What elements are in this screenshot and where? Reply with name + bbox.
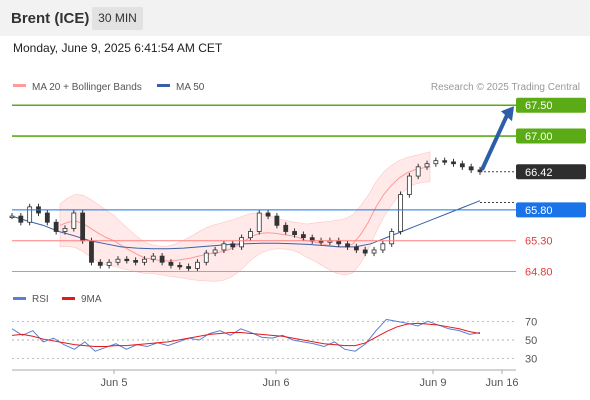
candle-body	[177, 264, 183, 268]
level-tag-67.00	[516, 128, 586, 144]
candle-body	[265, 212, 271, 217]
candle-body	[433, 160, 439, 165]
candle-body	[124, 258, 130, 262]
candle-body	[150, 255, 156, 260]
x-tick-Jun-6: Jun 6	[263, 377, 290, 389]
legend-swatch-1	[157, 84, 170, 87]
x-tick-Jun-16: Jun 16	[485, 377, 518, 389]
rsi-legend-swatch-0	[13, 297, 26, 300]
candle-body	[345, 243, 350, 248]
level-label-65.80: 65.80	[525, 205, 553, 217]
candle-body	[398, 194, 403, 232]
level-tag-67.50	[516, 97, 586, 113]
x-tick-Jun-9: Jun 9	[420, 377, 447, 389]
forecast-arrow-shaft	[480, 114, 509, 171]
candle-body	[203, 252, 209, 263]
rsi-legend-label-1: 9MA	[81, 294, 102, 305]
candle-body	[106, 261, 112, 266]
candle-body	[424, 163, 430, 168]
candle-body	[380, 243, 386, 251]
level-tag-65.80	[516, 202, 586, 218]
legend-label-0: MA 20 + Bollinger Bands	[32, 82, 142, 93]
level-label-65.30: 65.30	[525, 236, 553, 248]
rsi-tick-70: 70	[525, 316, 537, 328]
candle-body	[256, 212, 262, 232]
candle-body	[27, 206, 33, 223]
candle-body	[300, 234, 306, 239]
rsi-ma-line	[11, 322, 481, 348]
candle-body	[53, 221, 59, 232]
candle-body	[353, 246, 359, 251]
candle-body	[18, 215, 24, 223]
candle-body	[159, 255, 165, 263]
rsi-tick-50: 50	[525, 335, 537, 347]
legend-label-1: MA 50	[176, 82, 205, 93]
level-label-66.42: 66.42	[525, 167, 553, 179]
candle-body	[389, 231, 395, 245]
timeframe-button[interactable]: 30 MIN	[92, 7, 143, 30]
candle-body	[9, 215, 15, 218]
instrument-title: Brent (ICE)	[11, 10, 90, 27]
level-label-67.00: 67.00	[525, 131, 553, 143]
candle-body	[115, 258, 121, 263]
candle-body	[212, 249, 218, 254]
rsi-tick-30: 30	[525, 354, 537, 366]
legend-swatch-0	[13, 84, 26, 87]
x-tick-Jun-5: Jun 5	[101, 377, 128, 389]
candle-body	[371, 249, 377, 254]
candle-body	[44, 212, 50, 223]
candle-body	[248, 231, 253, 239]
candle-body	[283, 224, 289, 232]
candle-body	[415, 166, 421, 177]
candle-body	[221, 243, 227, 251]
rsi-legend-swatch-1	[62, 297, 75, 300]
level-tag-66.42	[516, 164, 586, 180]
level-label-67.50: 67.50	[525, 100, 553, 112]
credit-label: Research © 2025 Trading Central	[431, 82, 580, 93]
candle-body	[292, 231, 297, 235]
bollinger-band	[59, 151, 431, 282]
header-bar: Brent (ICE) 30 MIN	[0, 0, 590, 36]
candle-body	[406, 175, 412, 195]
candle-body	[442, 160, 448, 163]
candle-body	[133, 260, 139, 263]
candle-body	[362, 249, 368, 254]
candle-body	[168, 261, 174, 266]
candle-body	[239, 237, 244, 248]
candle-body	[459, 163, 465, 168]
rsi-legend-label-0: RSI	[32, 294, 49, 305]
candle-body	[80, 212, 86, 242]
candle-body	[451, 161, 456, 165]
candle-body	[195, 261, 200, 269]
level-label-64.80: 64.80	[525, 267, 553, 279]
candle-body	[468, 166, 474, 171]
datetime-label: Monday, June 9, 2025 6:41:54 AM CET	[13, 41, 223, 55]
candle-body	[230, 243, 236, 248]
forecast-arrow-head	[501, 106, 514, 122]
candle-body	[142, 258, 147, 263]
candle-body	[97, 261, 103, 266]
candle-body	[62, 228, 68, 232]
candle-body	[89, 240, 94, 263]
candle-body	[274, 215, 280, 226]
candle-body	[71, 212, 77, 229]
candle-body	[186, 266, 192, 269]
